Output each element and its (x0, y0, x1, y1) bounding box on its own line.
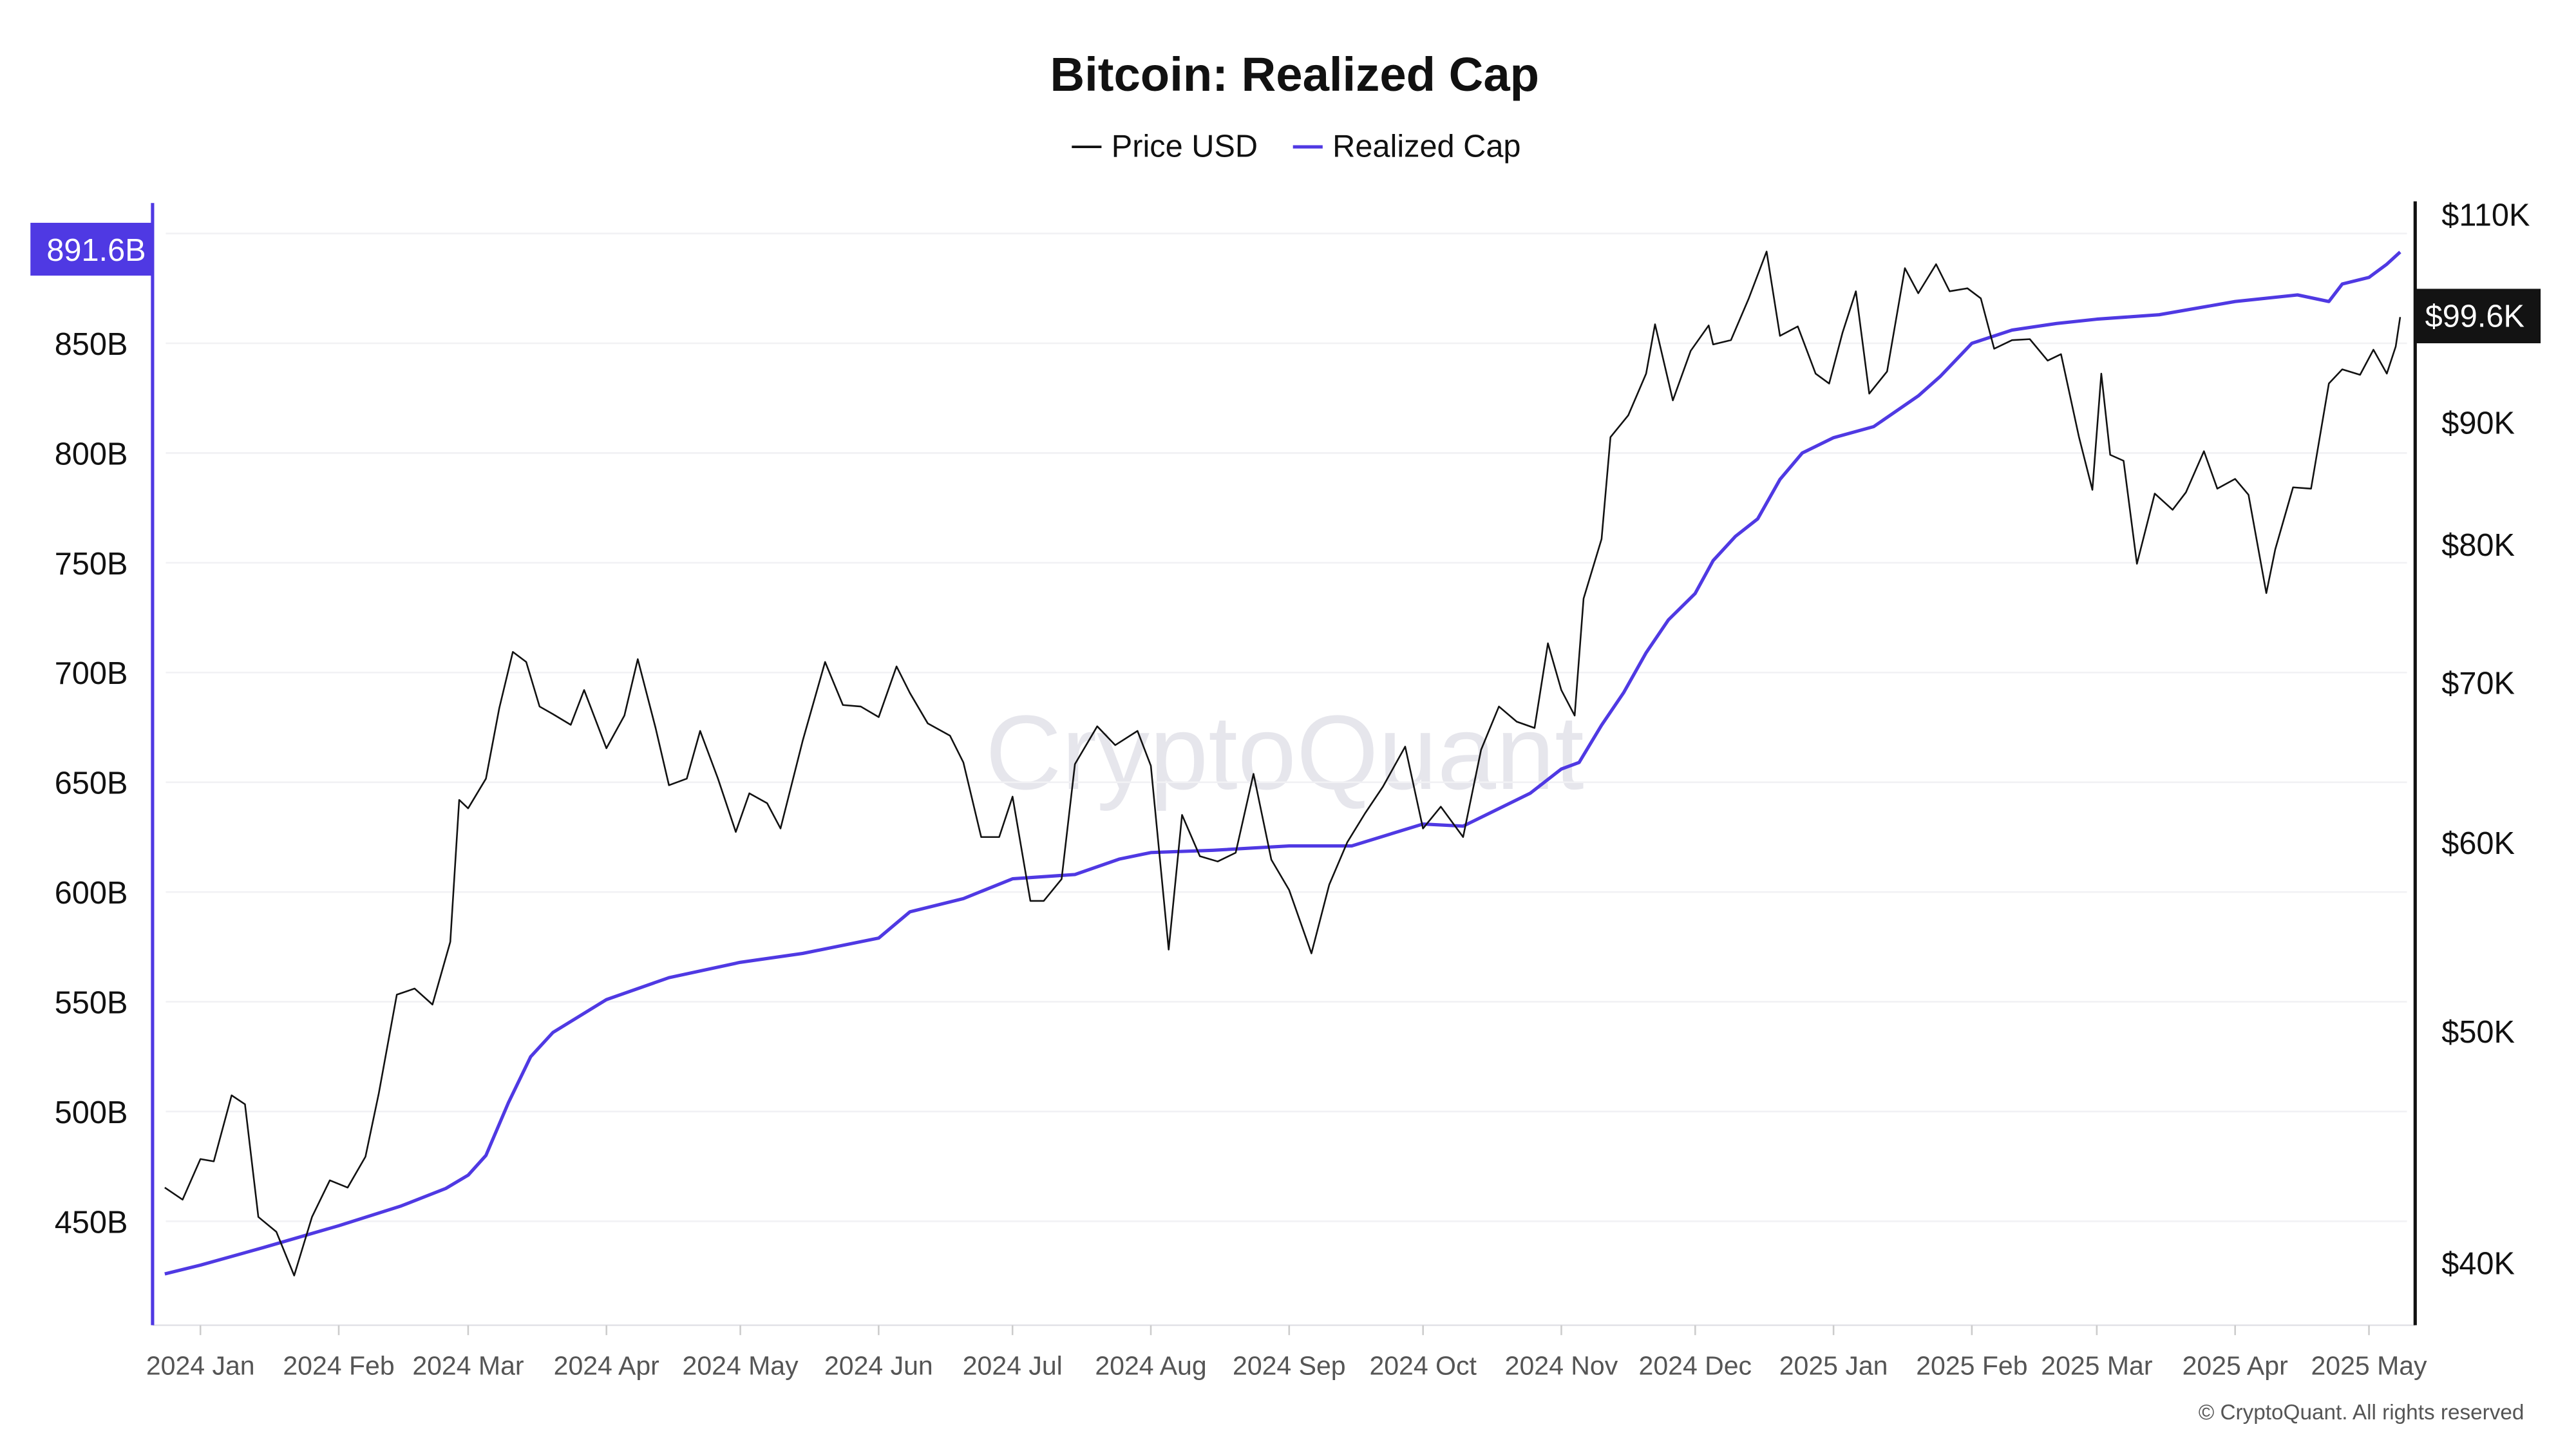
x-tick-label: 2024 Aug (1095, 1351, 1206, 1381)
left-tick-label: 750B (55, 547, 128, 582)
right-axis: $40K $50K $60K $70K $80K $90K $110K (2441, 198, 2530, 1281)
x-tick-label: 2024 Mar (412, 1351, 524, 1381)
left-current-value-badge: 891.6B (30, 222, 153, 276)
right-tick-label: $110K (2441, 198, 2530, 232)
left-axis: 450B 500B 550B 600B 650B 700B 750B 800B 850B (55, 327, 128, 1240)
x-tick-label: 2024 Apr (554, 1351, 659, 1381)
left-tick-label: 450B (55, 1205, 128, 1240)
x-tick-label: 2024 Sep (1233, 1351, 1346, 1381)
legend-item-price[interactable]: Price USD (1072, 129, 1258, 164)
right-tick-label: $90K (2441, 406, 2515, 440)
x-tick-label: 2024 Jun (824, 1351, 933, 1381)
x-tick-label: 2025 May (2311, 1351, 2427, 1381)
right-tick-label: $80K (2441, 528, 2515, 563)
right-tick-label: $70K (2441, 667, 2515, 701)
x-tick-label: 2024 Jul (963, 1351, 1063, 1381)
left-tick-label: 600B (55, 876, 128, 911)
x-axis: 2024 Jan 2024 Feb 2024 Mar 2024 Apr 2024 May… (146, 1324, 2427, 1381)
x-tick-label: 2024 Jan (146, 1351, 255, 1381)
right-tick-label: $50K (2441, 1015, 2515, 1050)
left-tick-label: 550B (55, 985, 128, 1020)
chart-title: Bitcoin: Realized Cap (1050, 48, 1539, 101)
right-tick-label: $40K (2441, 1246, 2515, 1281)
x-tick-label: 2025 Mar (2041, 1351, 2152, 1381)
left-tick-label: 800B (55, 437, 128, 471)
right-current-value-badge: $99.6K (2415, 289, 2541, 344)
legend: Price USD Realized Cap (1072, 129, 1520, 164)
left-tick-label: 650B (55, 766, 128, 801)
x-tick-label: 2025 Jan (1779, 1351, 1888, 1381)
right-tick-label: $60K (2441, 826, 2515, 861)
realized-cap-line (164, 251, 2401, 1276)
series-layer (164, 251, 2401, 1276)
legend-price-label: Price USD (1112, 129, 1258, 164)
watermark: CryptoQuant (985, 694, 1584, 811)
left-tick-label: 850B (55, 327, 128, 362)
x-tick-label: 2024 Oct (1369, 1351, 1477, 1381)
copyright: © CryptoQuant. All rights reserved (2199, 1401, 2524, 1425)
left-tick-label: 500B (55, 1095, 128, 1130)
legend-realized-cap-label: Realized Cap (1332, 129, 1520, 164)
left-tick-label: 700B (55, 656, 128, 691)
legend-item-realized-cap[interactable]: Realized Cap (1293, 129, 1521, 164)
right-current-value: $99.6K (2425, 299, 2524, 334)
x-tick-label: 2024 Dec (1639, 1351, 1752, 1381)
left-current-value: 891.6B (46, 233, 146, 268)
x-tick-label: 2025 Apr (2183, 1351, 2288, 1381)
x-tick-label: 2025 Feb (1916, 1351, 2027, 1381)
x-tick-label: 2024 Feb (283, 1351, 394, 1381)
x-tick-label: 2024 May (683, 1351, 799, 1381)
gridlines (166, 232, 2407, 1222)
price-usd-line (164, 251, 2401, 1276)
x-tick-label: 2024 Nov (1505, 1351, 1618, 1381)
